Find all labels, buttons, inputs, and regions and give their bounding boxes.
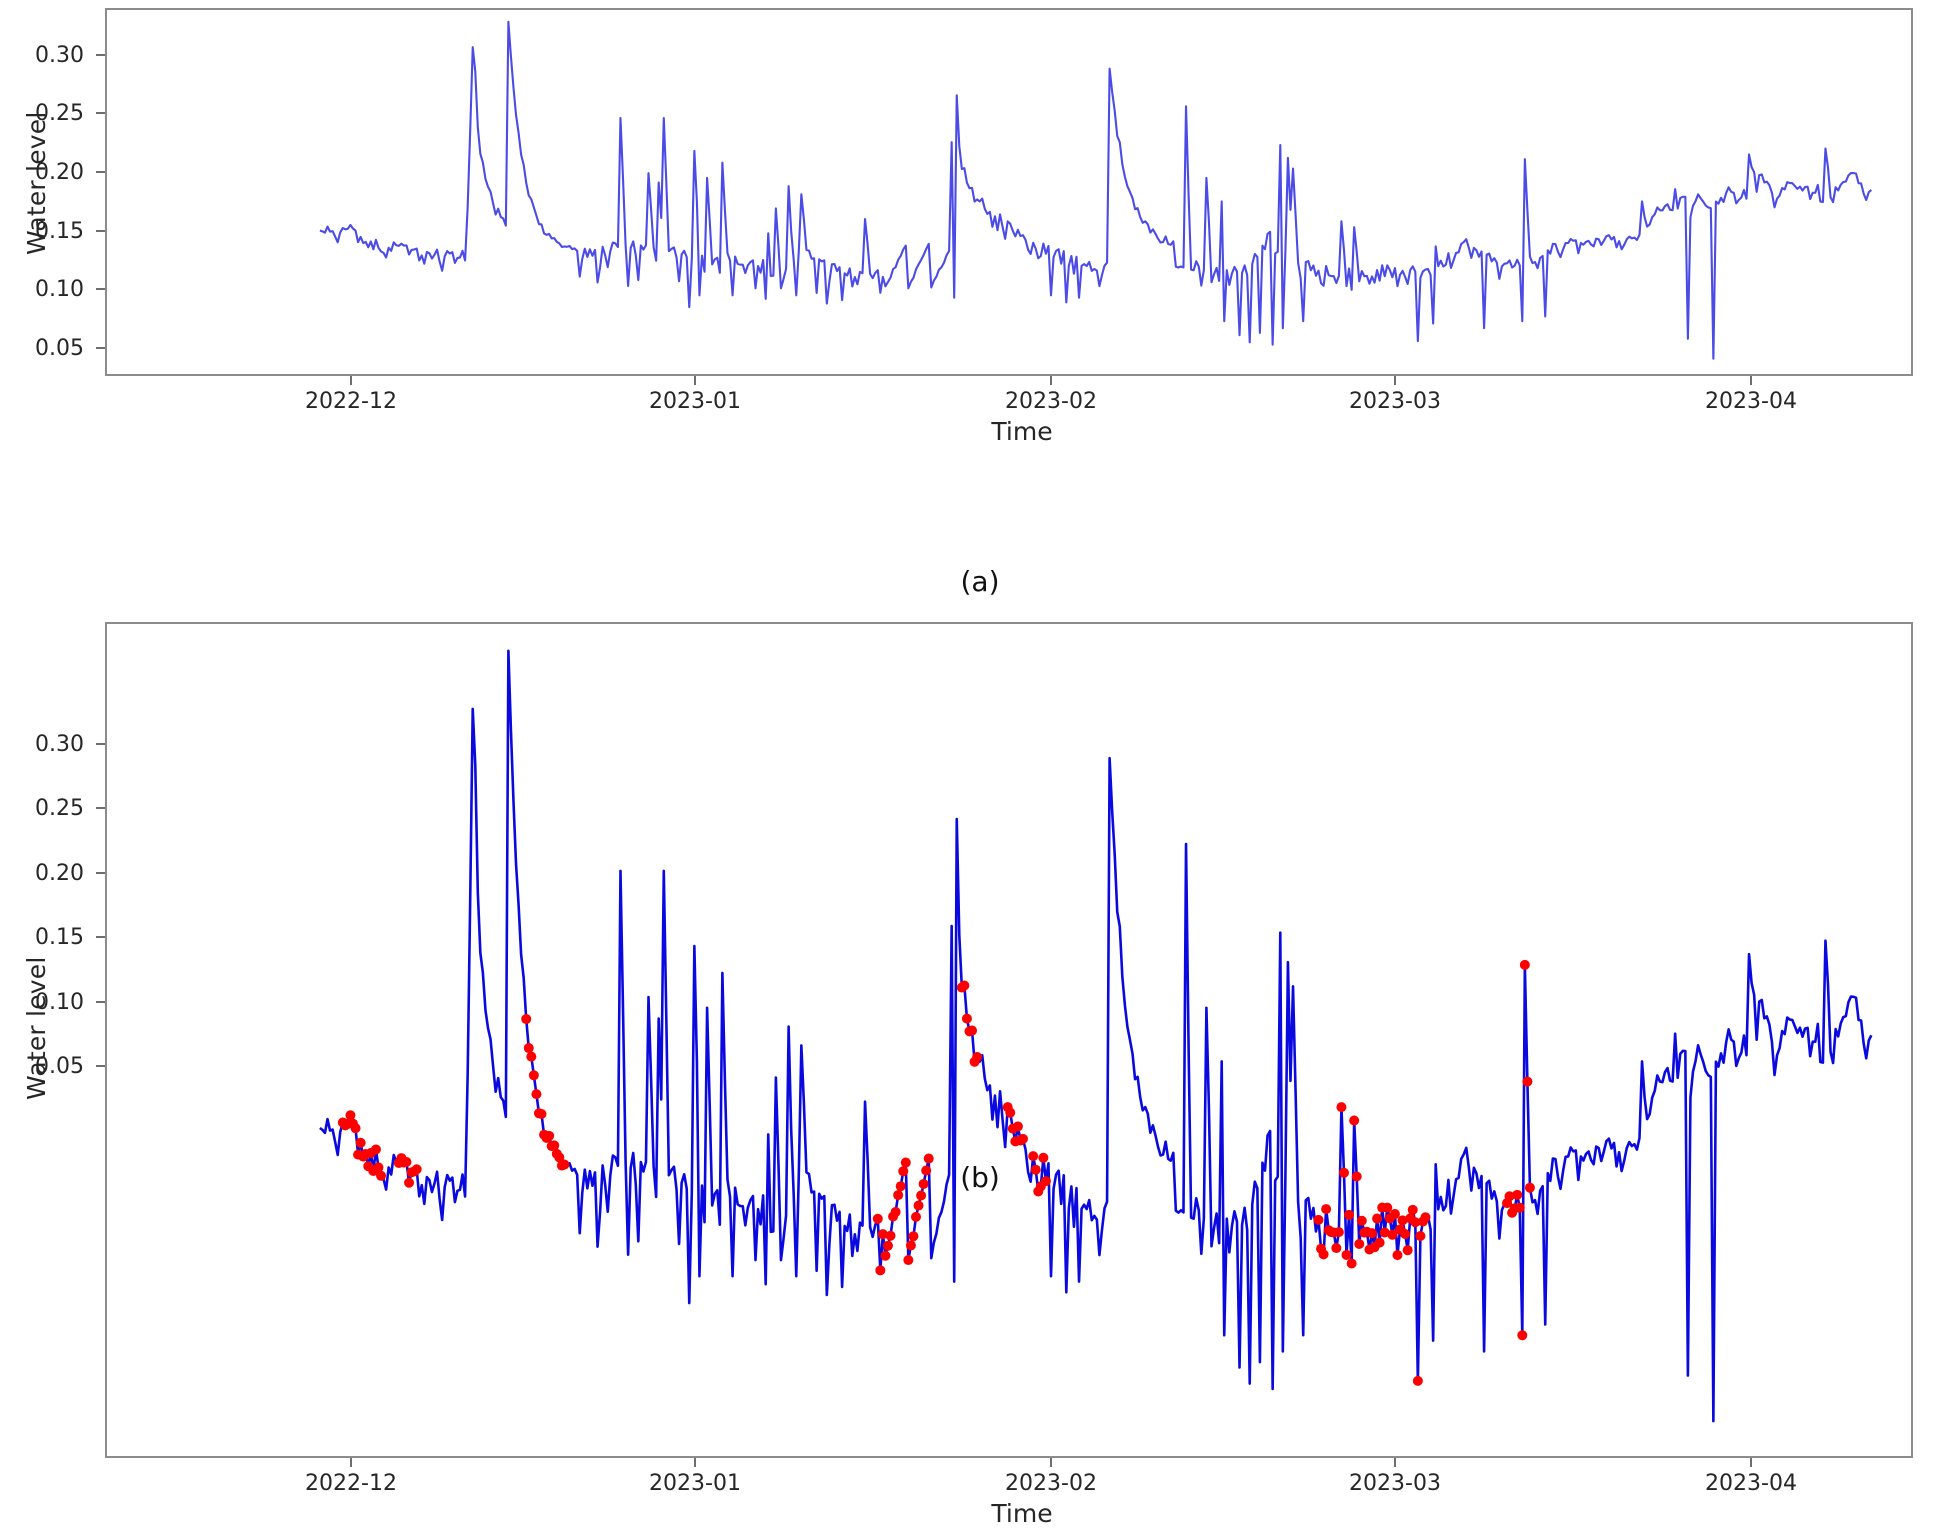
panel-b-xtick-1: 2023-01 <box>649 1471 741 1496</box>
panel-a-ytick-5: 0.05 <box>35 336 84 361</box>
panel-a-ytick-1: 0.25 <box>35 101 84 126</box>
panel-b-xtick-mark-2 <box>1050 1458 1052 1467</box>
panel-a-xtick-4: 2023-04 <box>1705 389 1797 414</box>
panel-b-ytick-mark-1 <box>96 807 105 809</box>
panel-a-ytick-2: 0.20 <box>35 160 84 185</box>
panel-a-xtick-mark-2 <box>1050 376 1052 385</box>
panel-b-ytick-4: 0.10 <box>35 990 84 1015</box>
panel-a-ytick-mark-1 <box>96 112 105 114</box>
panel-b-ytick-mark-5 <box>96 1065 105 1067</box>
panel-b-ytick-5: 0.05 <box>35 1054 84 1079</box>
panel-a-ytick-mark-0 <box>96 54 105 56</box>
panel-a-xtick-2: 2023-02 <box>1005 389 1097 414</box>
panel-b-xtick-3: 2023-03 <box>1349 1471 1441 1496</box>
panel-b-ytick-mark-3 <box>96 936 105 938</box>
panel-a-series-canvas <box>107 10 1911 374</box>
panel-b-xtick-0: 2022-12 <box>305 1471 397 1496</box>
panel-a-x-axis-label: Time <box>991 417 1053 446</box>
panel-b-series-canvas <box>107 624 1911 1456</box>
panel-b-ytick-2: 0.20 <box>35 861 84 886</box>
panel-b-x-axis-label: Time <box>991 1499 1053 1528</box>
panel-a-xtick-0: 2022-12 <box>305 389 397 414</box>
panel-a-plot-area <box>105 8 1913 376</box>
panel-b-xtick-mark-0 <box>350 1458 352 1467</box>
panel-b-xtick-mark-3 <box>1394 1458 1396 1467</box>
panel-a-xtick-mark-1 <box>694 376 696 385</box>
panel-a-ytick-mark-2 <box>96 171 105 173</box>
panel-b-xtick-2: 2023-02 <box>1005 1471 1097 1496</box>
panel-a-xtick-1: 2023-01 <box>649 389 741 414</box>
panel-b: Water level 0.30 0.25 0.20 0.15 0.10 0.0… <box>0 600 1959 1528</box>
panel-a-ytick-4: 0.10 <box>35 277 84 302</box>
panel-b-ytick-3: 0.15 <box>35 925 84 950</box>
panel-a: Water level 0.30 0.25 0.20 0.15 0.10 0.0… <box>0 0 1959 600</box>
panel-a-xtick-mark-4 <box>1750 376 1752 385</box>
panel-b-plot-area <box>105 622 1913 1458</box>
panel-a-ytick-0: 0.30 <box>35 43 84 68</box>
panel-b-ytick-1: 0.25 <box>35 796 84 821</box>
panel-b-xtick-4: 2023-04 <box>1705 1471 1797 1496</box>
panel-a-caption: (a) <box>960 565 1000 598</box>
panel-a-xtick-mark-3 <box>1394 376 1396 385</box>
panel-a-xtick-3: 2023-03 <box>1349 389 1441 414</box>
panel-a-ytick-mark-5 <box>96 347 105 349</box>
panel-a-ytick-3: 0.15 <box>35 219 84 244</box>
panel-b-ytick-0: 0.30 <box>35 732 84 757</box>
panel-a-xtick-mark-0 <box>350 376 352 385</box>
panel-a-ytick-mark-3 <box>96 230 105 232</box>
panel-b-ytick-mark-4 <box>96 1001 105 1003</box>
panel-b-ytick-mark-2 <box>96 872 105 874</box>
panel-a-ytick-mark-4 <box>96 288 105 290</box>
panel-b-caption: (b) <box>960 1161 1000 1194</box>
panel-b-ytick-mark-0 <box>96 743 105 745</box>
panel-b-xtick-mark-1 <box>694 1458 696 1467</box>
panel-b-xtick-mark-4 <box>1750 1458 1752 1467</box>
